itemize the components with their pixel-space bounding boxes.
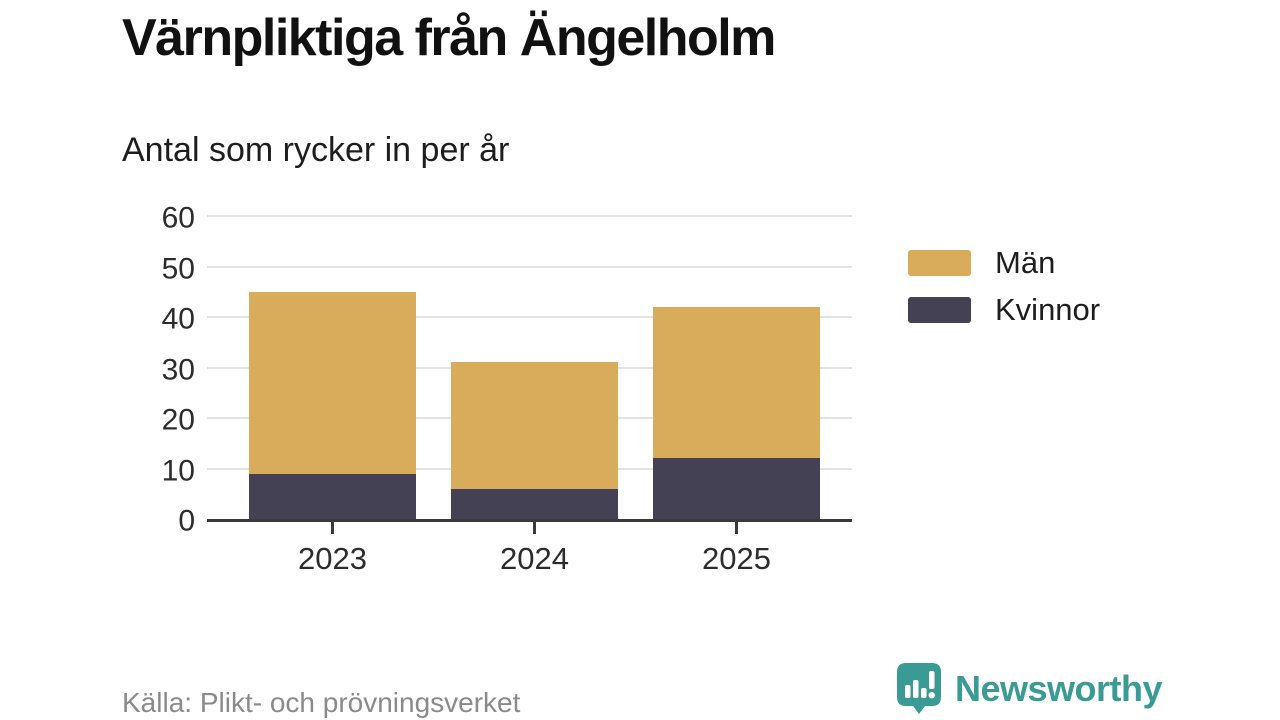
- chart-subtitle: Antal som rycker in per år: [122, 131, 510, 169]
- legend-swatch: [908, 297, 971, 323]
- x-tick-2023: [331, 522, 334, 534]
- legend-swatch: [908, 250, 971, 276]
- newsworthy-wordmark: Newsworthy: [955, 667, 1163, 709]
- plot-area: [207, 215, 852, 534]
- y-tick-label-40: 40: [161, 302, 195, 336]
- y-tick-label-0: 0: [178, 504, 195, 538]
- y-tick-label-30: 30: [161, 352, 195, 386]
- bar-segment-2023-kvinnor: [249, 473, 416, 519]
- bar-segment-2024-kvinnor: [451, 488, 618, 519]
- legend-item-män: Män: [908, 245, 1100, 280]
- legend-label: Män: [995, 245, 1056, 280]
- legend: Män Kvinnor: [908, 245, 1101, 342]
- legend-item-kvinnor: Kvinnor: [908, 292, 1101, 327]
- x-tick-label-2024: 2024: [500, 541, 569, 576]
- y-tick-label-10: 10: [161, 453, 195, 487]
- y-axis-labels: 0 10 20 30 40 50 60: [105, 201, 195, 537]
- x-tick-label-2023: 2023: [298, 541, 367, 576]
- x-tick-2024: [533, 522, 536, 534]
- y-tick-label-50: 50: [161, 251, 195, 285]
- x-tick-2025: [735, 522, 738, 534]
- legend-label: Kvinnor: [995, 292, 1101, 327]
- bar-segment-2025-kvinnor: [653, 458, 820, 519]
- y-tick-label-60: 60: [161, 201, 195, 235]
- bar-segment-2025-män: [653, 306, 820, 459]
- x-axis-labels: 2023 2024 2025: [207, 541, 852, 586]
- source-text: Källa: Plikt- och prövningsverket: [122, 687, 521, 718]
- chart-title: Värnpliktiga från Ängelholm: [122, 9, 776, 67]
- gridline-50: [207, 265, 852, 268]
- y-tick-label-20: 20: [161, 403, 195, 437]
- bar-segment-2024-män: [451, 362, 618, 489]
- bar-segment-2023-män: [249, 291, 416, 474]
- gridline-60: [207, 215, 852, 217]
- gridline-40: [207, 316, 852, 318]
- newsworthy-logo: Newsworthy: [896, 662, 1163, 715]
- x-tick-label-2025: 2025: [702, 541, 771, 576]
- newsworthy-bubble-chart-icon: [896, 662, 942, 715]
